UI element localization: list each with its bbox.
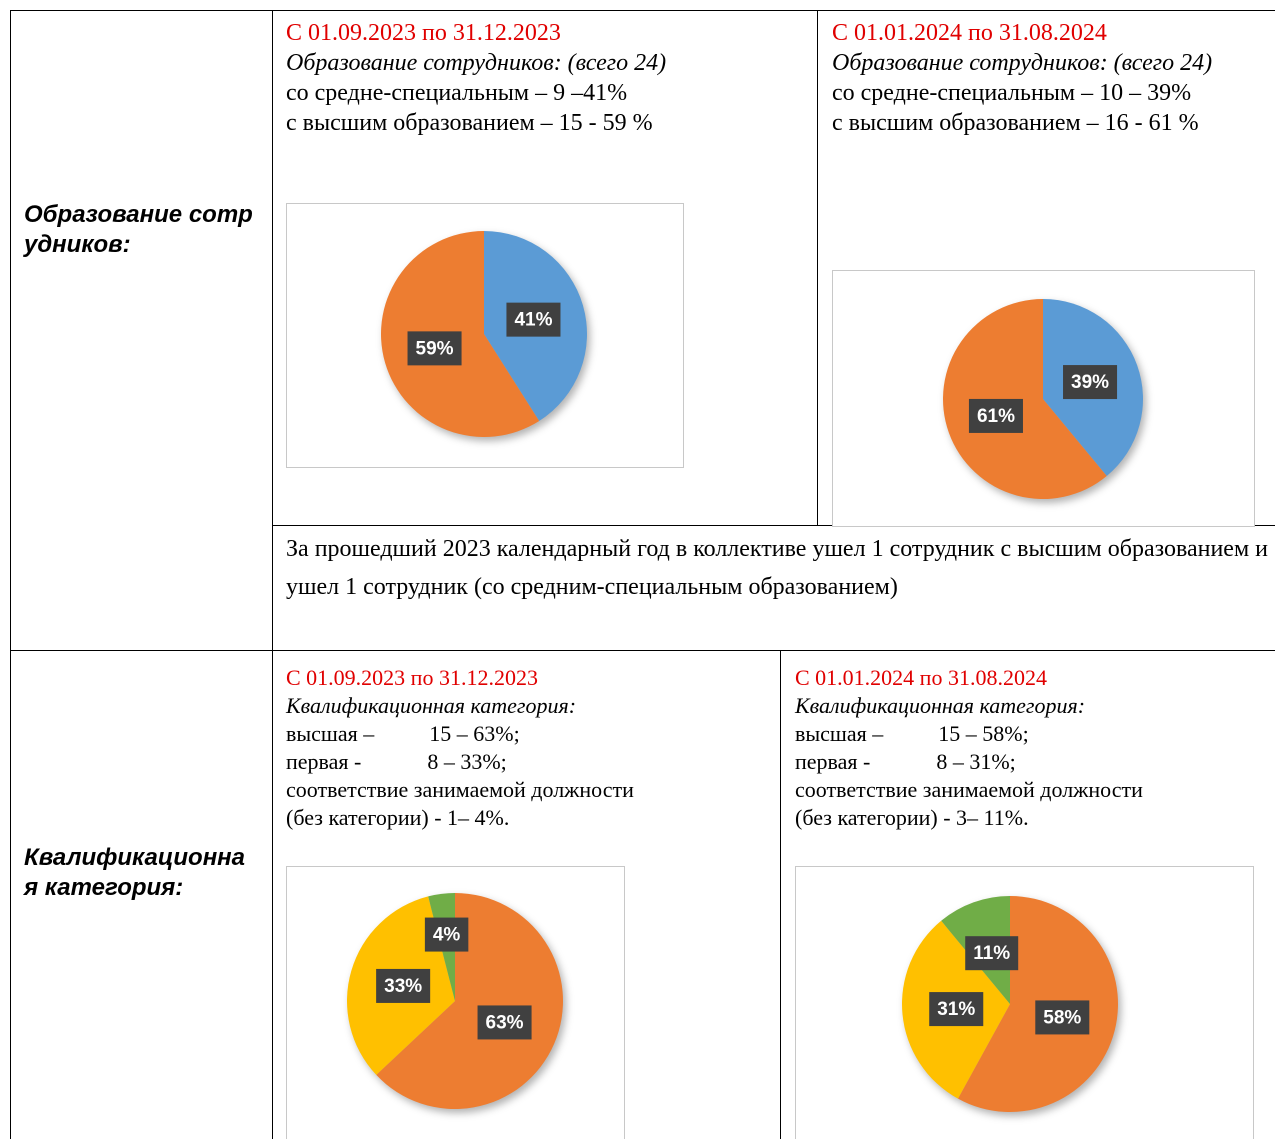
period: С 01.01.2024 по 31.08.2024 (832, 20, 1107, 46)
data-label: 39% (1063, 365, 1118, 400)
data-label-text: 41% (514, 310, 552, 331)
data-label: 58% (1035, 1000, 1090, 1035)
data-label-text: 39% (1071, 372, 1109, 393)
table-border (780, 650, 781, 1139)
data-label: 61% (968, 398, 1023, 433)
data-label-bg (424, 917, 469, 952)
pie-slice (943, 299, 1107, 499)
data-label: 4% (424, 917, 469, 952)
cell-text: С 01.09.2023 по 31.12.2023 Образование со… (286, 18, 812, 138)
data-label-text: 63% (486, 1012, 524, 1033)
text-line: со средне-специальным – 10 – 39% (832, 80, 1192, 106)
data-label: 33% (376, 968, 431, 1003)
data-label-text: 4% (433, 925, 461, 946)
text-line: (без категории) - 3– 11%. (795, 805, 1029, 830)
data-label: 63% (477, 1005, 532, 1040)
heading: Образование сотрудников: (всего 24) (286, 50, 667, 76)
data-label-bg (965, 936, 1019, 971)
chart-box: 41% 59% (286, 203, 684, 468)
table-border (817, 10, 818, 525)
data-label: 31% (929, 992, 984, 1027)
period: С 01.09.2023 по 31.12.2023 (286, 20, 561, 46)
period: С 01.09.2023 по 31.12.2023 (286, 665, 538, 690)
data-label-bg (968, 398, 1023, 433)
table-border (10, 10, 11, 1139)
data-label-text: 11% (973, 943, 1010, 964)
data-label-text: 61% (977, 406, 1015, 427)
data-label-bg (929, 992, 984, 1027)
heading: Образование сотрудников: (всего 24) (832, 50, 1213, 76)
text-line: соответствие занимаемой должности (286, 777, 634, 802)
chart-box: 58% 31% 11% (795, 866, 1254, 1139)
data-label-bg (407, 331, 462, 366)
data-label-text: 59% (416, 338, 454, 359)
text-line: соответствие занимаемой должности (795, 777, 1143, 802)
data-label: 11% (965, 936, 1019, 971)
pie-chart: 58% 31% 11% (902, 896, 1118, 1112)
data-label-bg (1063, 365, 1118, 400)
chart-box: 63% 33% 4% (286, 866, 625, 1139)
text-line: высшая – 15 – 58%; (795, 721, 1029, 746)
text-line: с высшим образованием – 16 - 61 % (832, 110, 1199, 136)
data-label-text: 33% (384, 976, 422, 997)
chart-box: 39% 61% (832, 270, 1255, 527)
text-line: с высшим образованием – 15 - 59 % (286, 110, 653, 136)
heading: Квалификационная категория: (795, 693, 1086, 718)
period: С 01.01.2024 по 31.08.2024 (795, 665, 1047, 690)
data-label-bg (1035, 1000, 1090, 1035)
table-border (272, 10, 273, 1139)
data-label-text: 58% (1043, 1007, 1081, 1028)
row-label: Образование сотрудников: (24, 201, 253, 258)
text-line: первая - 8 – 31%; (795, 749, 1016, 774)
data-label-bg (477, 1005, 532, 1040)
cell-text: С 01.01.2024 по 31.08.2024 Квалификационн… (795, 664, 1273, 832)
note: За прошедший 2023 календарный год в колл… (286, 536, 1268, 600)
data-label: 41% (506, 302, 561, 337)
data-label: 59% (407, 331, 462, 366)
table-border (10, 10, 1275, 11)
pie-chart: 39% 61% (943, 299, 1143, 499)
table-border (10, 650, 1275, 651)
cell-text: С 01.09.2023 по 31.12.2023 Квалификационн… (286, 664, 776, 832)
data-label-bg (506, 302, 561, 337)
data-label-text: 31% (937, 999, 975, 1020)
data-label-bg (376, 968, 431, 1003)
table-border (272, 525, 1275, 526)
text-line: (без категории) - 1– 4%. (286, 805, 510, 830)
heading: Квалификационная категория: (286, 693, 577, 718)
row-label: Квалификационная категория: (24, 844, 246, 901)
text-line: со средне-специальным – 9 –41% (286, 80, 628, 106)
pie-slice (376, 893, 563, 1109)
pie-chart: 41% 59% (381, 231, 587, 437)
text-line: высшая – 15 – 63%; (286, 721, 520, 746)
text-line: первая - 8 – 33%; (286, 749, 507, 774)
cell-text: С 01.01.2024 по 31.08.2024 Образование со… (832, 18, 1268, 138)
pie-chart: 63% 33% 4% (347, 893, 563, 1109)
